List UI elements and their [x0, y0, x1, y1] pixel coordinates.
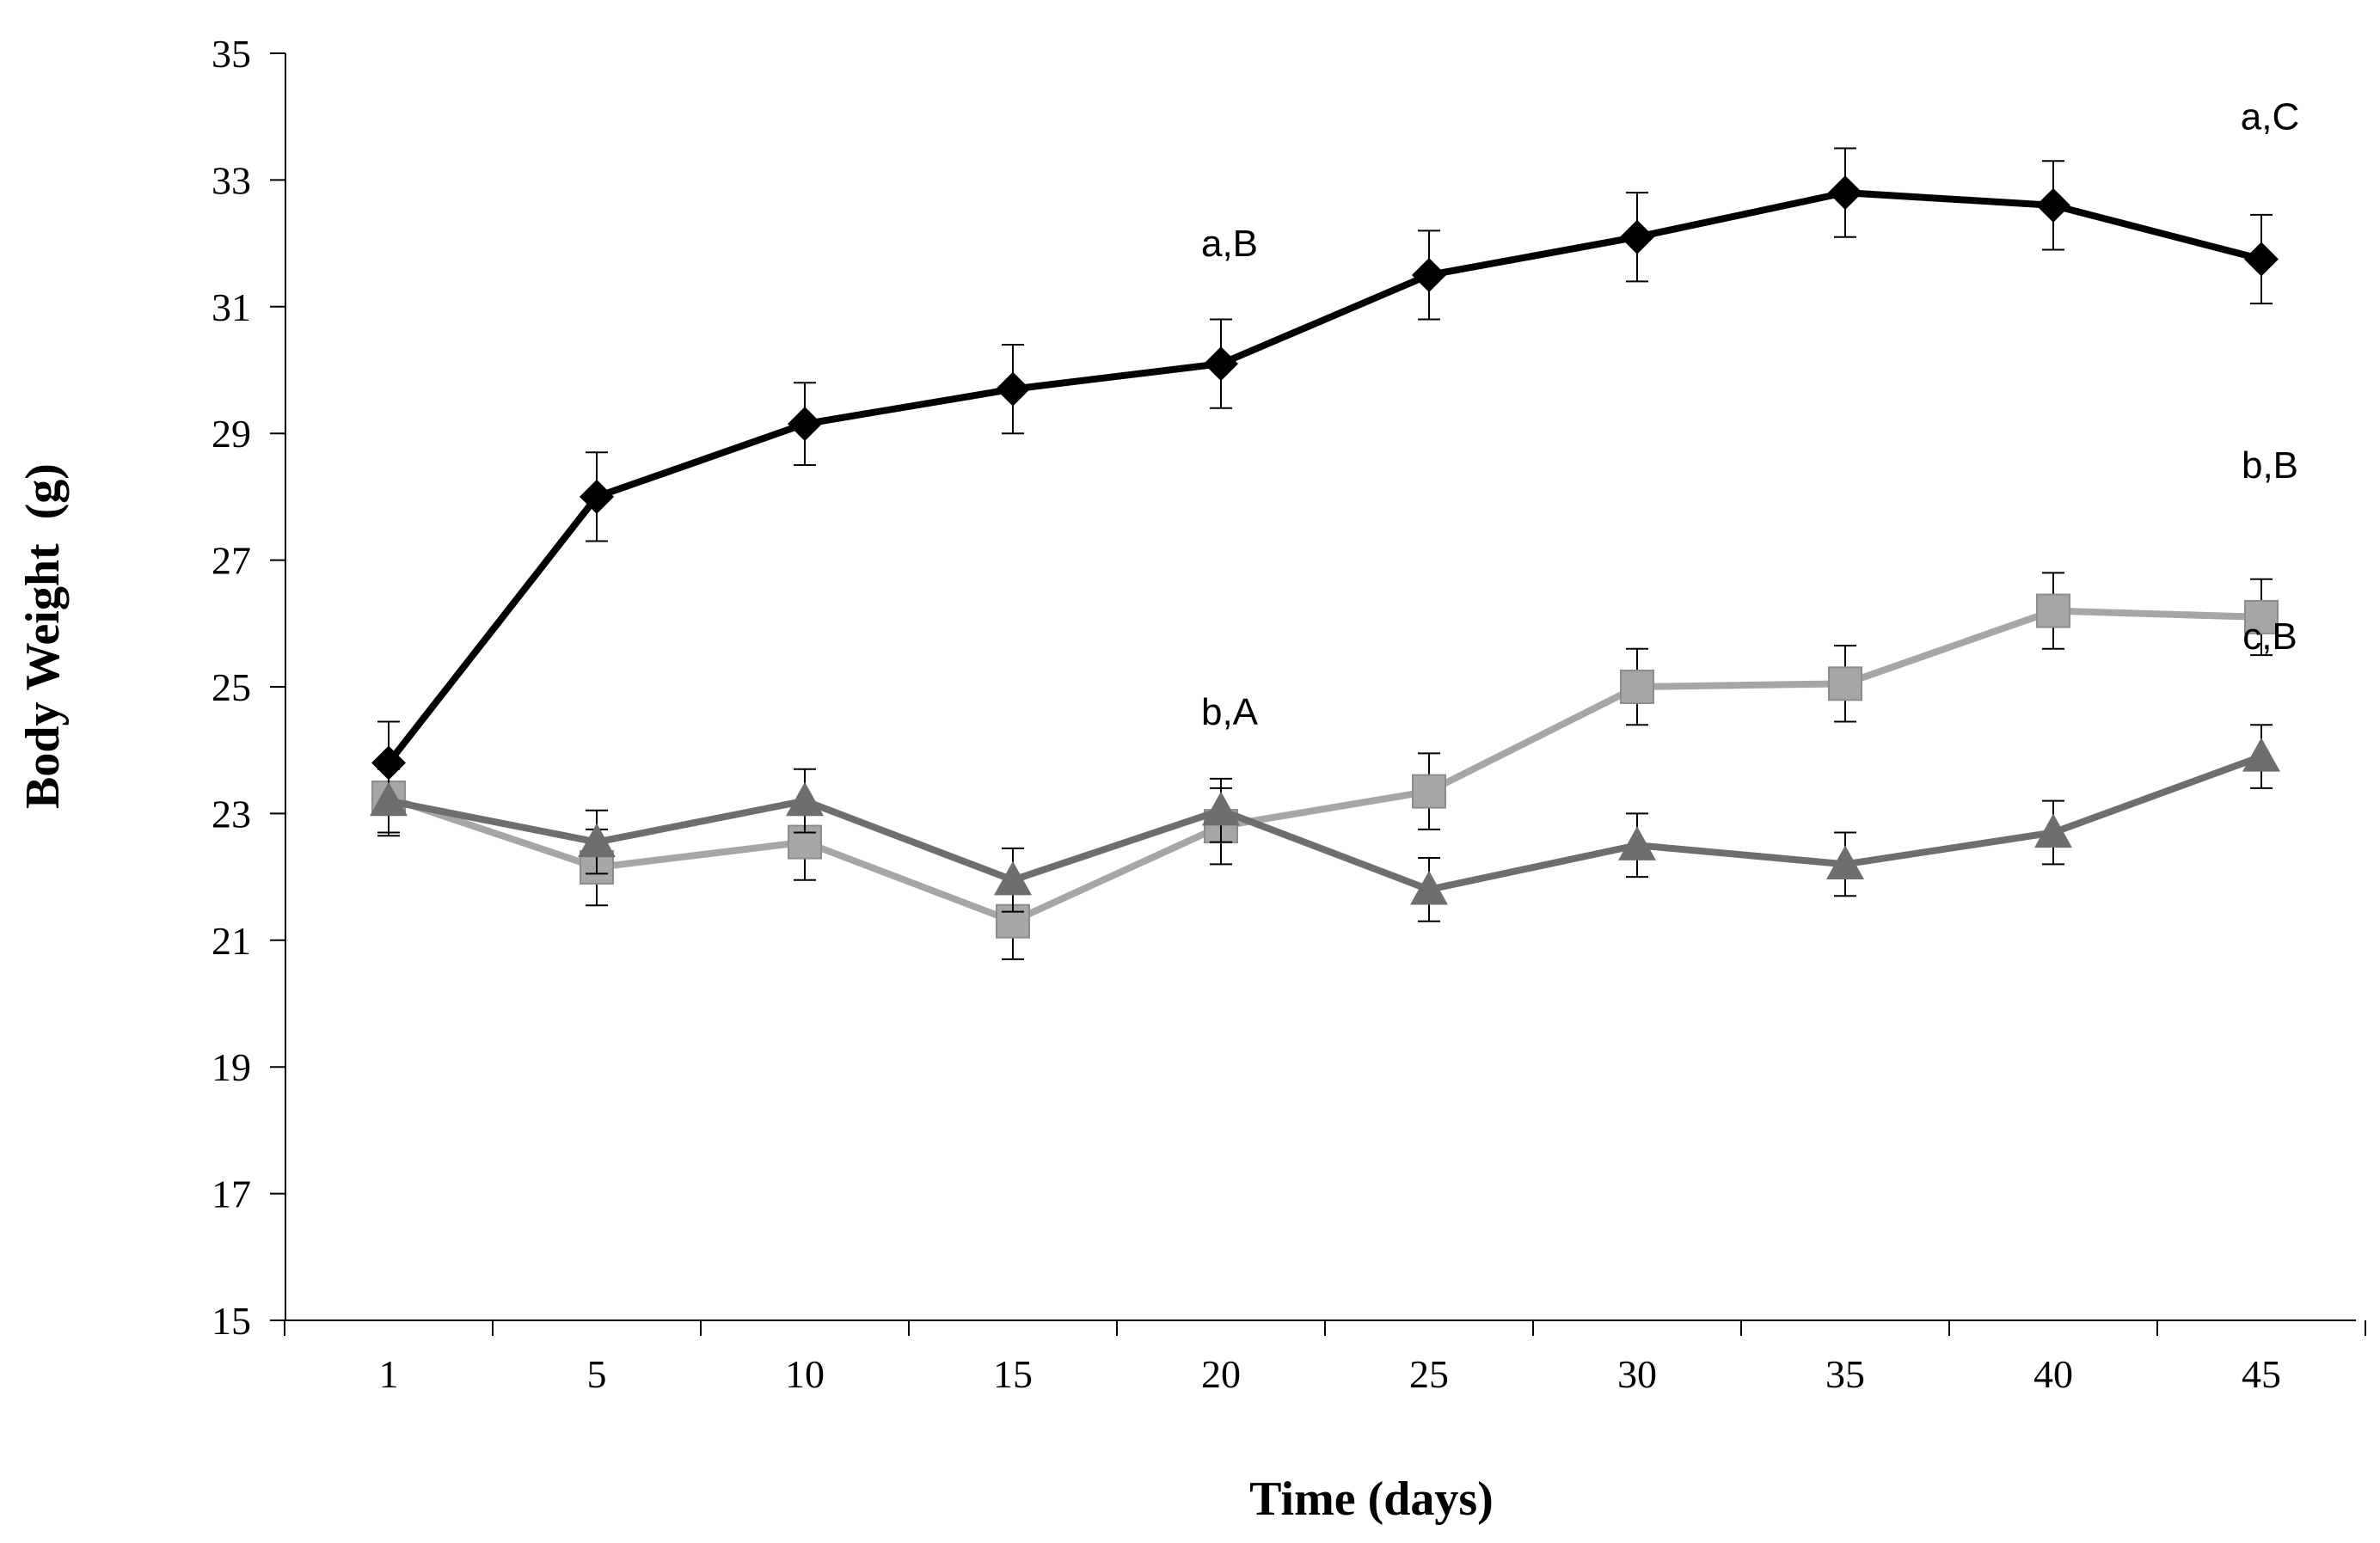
x-tick-label: 15 — [993, 1352, 1033, 1396]
series-line — [385, 189, 2263, 765]
data-point — [2036, 187, 2070, 223]
data-point — [1620, 219, 1654, 254]
data-point — [1204, 346, 1238, 382]
data-point — [1412, 257, 1446, 292]
x-tick-label: 5 — [587, 1352, 607, 1396]
x-axis-ticks: 1 5 10 15 20 25 30 35 40 45 — [284, 1320, 2366, 1396]
y-tick-label: 33 — [212, 158, 251, 202]
data-point — [996, 371, 1030, 407]
data-point — [786, 781, 824, 817]
y-tick-label: 29 — [212, 412, 251, 456]
y-tick-label: 35 — [212, 32, 251, 76]
y-tick-label: 21 — [212, 919, 251, 963]
axes — [285, 53, 2356, 1321]
data-point — [1410, 870, 1448, 905]
y-axis-title: Body Weight (g) — [16, 463, 70, 809]
y-tick-label: 25 — [212, 665, 251, 709]
x-tick-label: 35 — [1825, 1352, 1865, 1396]
data-point — [1620, 670, 1654, 704]
data-point — [2034, 813, 2072, 848]
data-point — [1202, 791, 1240, 826]
data-point — [994, 860, 1032, 896]
data-point — [2244, 242, 2279, 277]
data-point — [1828, 175, 1862, 211]
annotation-label: b,B — [2242, 444, 2298, 487]
data-point — [1826, 845, 1864, 879]
annotation-label: a,C — [2241, 95, 2299, 138]
y-tick-label: 15 — [212, 1299, 251, 1343]
data-point — [1618, 826, 1656, 860]
data-point — [1828, 666, 1862, 701]
annotation-label: a,B — [1201, 223, 1258, 265]
x-tick-label: 45 — [2242, 1352, 2281, 1396]
series-layer — [370, 147, 2280, 960]
data-point — [370, 781, 408, 817]
y-tick-label: 19 — [212, 1045, 251, 1089]
series-line — [388, 753, 2263, 893]
series-2 — [371, 572, 2279, 960]
series-3 — [370, 724, 2280, 922]
x-tick-label: 20 — [1201, 1352, 1241, 1396]
data-point — [2242, 738, 2280, 772]
x-tick-label: 1 — [379, 1352, 399, 1396]
x-tick-label: 10 — [785, 1352, 825, 1396]
annotation-layer: a,B a,C b,B b,A c,B — [1201, 95, 2299, 733]
series-1 — [371, 147, 2279, 805]
y-axis-ticks: 15 17 19 21 23 25 27 29 31 33 35 — [212, 32, 285, 1343]
x-tick-label: 30 — [1617, 1352, 1657, 1396]
data-point — [788, 824, 822, 860]
x-axis-title: Time (days) — [1249, 1473, 1494, 1526]
y-tick-label: 17 — [212, 1173, 251, 1216]
data-point — [580, 479, 614, 514]
data-point — [788, 407, 822, 442]
annotation-label: c,B — [2242, 615, 2297, 658]
annotation-label: b,A — [1201, 691, 1259, 733]
data-point — [1412, 774, 1446, 809]
x-tick-label: 25 — [1409, 1352, 1449, 1396]
series-line — [387, 607, 2262, 925]
y-tick-label: 27 — [212, 539, 251, 583]
y-tick-label: 23 — [212, 792, 251, 836]
data-point — [578, 823, 616, 858]
data-point — [2244, 599, 2279, 634]
y-tick-label: 31 — [212, 285, 251, 329]
x-tick-label: 40 — [2033, 1352, 2073, 1396]
data-point — [2036, 593, 2070, 628]
